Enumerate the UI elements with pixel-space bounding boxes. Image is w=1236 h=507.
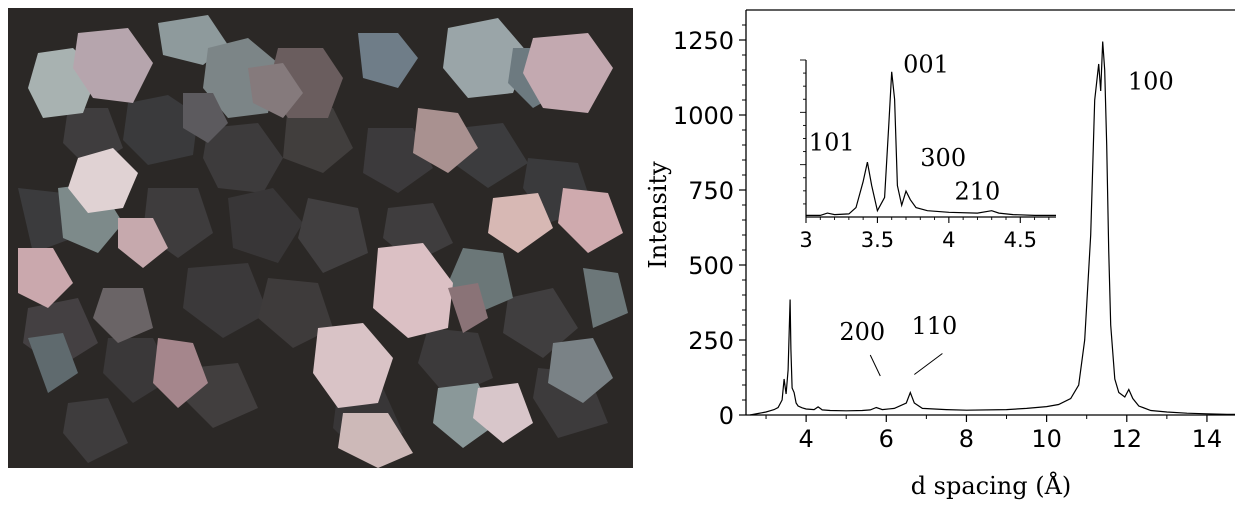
- inset-x-tick-label: 3: [799, 228, 812, 252]
- y-tick-label: 0: [719, 402, 734, 430]
- x-axis-label: d spacing (Å): [911, 471, 1072, 500]
- peak-label-110: 110: [911, 312, 957, 340]
- micrograph-image: [8, 8, 633, 468]
- y-tick-label: 1250: [673, 27, 734, 55]
- x-tick-label: 12: [1112, 425, 1143, 453]
- main-series: [749, 41, 1235, 416]
- crystal-micrograph: [8, 8, 633, 468]
- peak-label-100: 100: [1128, 68, 1174, 96]
- x-tick-label: 4: [798, 425, 813, 453]
- inset-x-tick-label: 3.5: [861, 228, 894, 252]
- x-tick-label: 10: [1031, 425, 1062, 453]
- inset-x-tick-label: 4.5: [1004, 228, 1037, 252]
- inset-peak-label-300: 300: [920, 144, 966, 172]
- xrd-pattern-line: [749, 41, 1235, 416]
- crystal-grains: [18, 15, 628, 468]
- peak-pointer-110: [914, 353, 943, 375]
- inset-peak-label-210: 210: [955, 178, 1001, 206]
- y-tick-label: 500: [688, 252, 734, 280]
- peak-pointer-200: [869, 354, 881, 377]
- y-tick-label: 1000: [673, 102, 734, 130]
- inset-x-tick-label: 4: [942, 228, 955, 252]
- inset-plot: 3 3.5 4 4.5 001 101 300 210: [799, 51, 1056, 252]
- y-axis-label: Intensity: [644, 161, 672, 269]
- inset-peak-label-101: 101: [809, 128, 855, 156]
- x-tick-label: 14: [1192, 425, 1223, 453]
- inset-peak-label-001: 001: [903, 51, 949, 79]
- inset-pattern-line: [806, 71, 1056, 216]
- x-tick-label: 8: [959, 425, 974, 453]
- main-axes: [745, 9, 1235, 416]
- x-tick-label: 6: [879, 425, 894, 453]
- main-ticks: 4 6 8 10 12 14 0 250 500 750 1000 1250: [673, 24, 1223, 453]
- peak-label-200: 200: [839, 318, 885, 346]
- main-annotations: 100 200 110: [839, 68, 1174, 377]
- y-tick-label: 250: [688, 327, 734, 355]
- y-tick-label: 750: [688, 177, 734, 205]
